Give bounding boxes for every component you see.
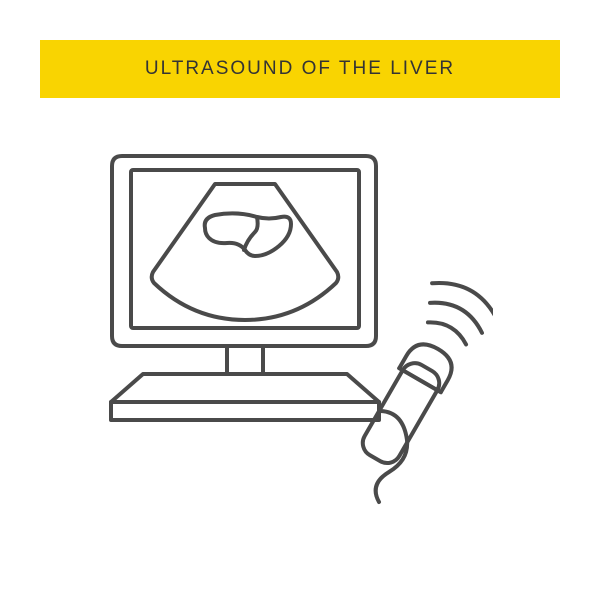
title-text: ULTRASOUND OF THE LIVER: [145, 58, 455, 80]
ultrasound-illustration: [107, 150, 493, 510]
ultrasound-icon: [107, 150, 493, 510]
title-banner: ULTRASOUND OF THE LIVER: [40, 40, 560, 98]
